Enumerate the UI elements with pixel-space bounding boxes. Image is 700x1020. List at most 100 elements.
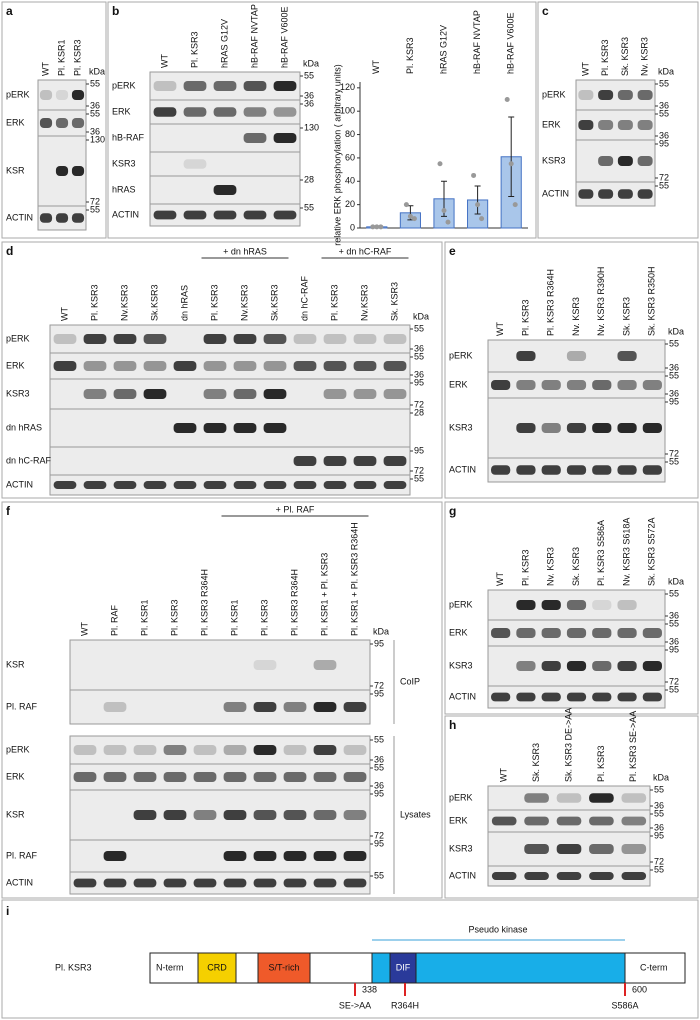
lane-label: WT bbox=[580, 62, 590, 76]
row-label: ACTIN bbox=[449, 464, 476, 474]
band bbox=[491, 692, 511, 702]
row-label: KSR bbox=[6, 165, 25, 175]
lane-label: WT bbox=[499, 768, 509, 782]
lane-label: WT bbox=[159, 54, 169, 68]
band bbox=[621, 793, 647, 803]
band bbox=[516, 661, 536, 671]
group-label: + Pl. RAF bbox=[276, 504, 315, 514]
band bbox=[55, 118, 69, 128]
lane-label: Sk. KSR3 bbox=[531, 743, 541, 782]
band bbox=[273, 81, 297, 91]
band bbox=[541, 661, 561, 671]
band bbox=[273, 133, 297, 143]
marker-label: 95 bbox=[669, 644, 679, 654]
band bbox=[617, 380, 637, 390]
band bbox=[133, 772, 157, 782]
lane-label: Nv.KSR3 bbox=[359, 285, 369, 321]
band bbox=[323, 389, 347, 399]
band bbox=[491, 628, 511, 638]
band bbox=[516, 380, 536, 390]
band bbox=[566, 465, 587, 475]
band bbox=[592, 423, 612, 433]
section-label: Lysates bbox=[400, 809, 431, 819]
band bbox=[223, 772, 247, 782]
data-point bbox=[512, 202, 518, 208]
blot-strip bbox=[49, 446, 411, 476]
band bbox=[113, 334, 137, 344]
band bbox=[642, 692, 662, 702]
marker-label: 55 bbox=[414, 323, 424, 333]
data-point bbox=[378, 224, 384, 230]
lane-label: Sk. KSR3 R350H bbox=[647, 266, 657, 336]
marker-label: 36 bbox=[90, 100, 100, 110]
marker-label: 72 bbox=[669, 676, 679, 686]
band bbox=[283, 745, 307, 755]
position-label: 600 bbox=[632, 984, 647, 994]
lane-label: Sk. KSR3 S572A bbox=[647, 517, 657, 586]
row-label: ERK bbox=[542, 119, 561, 129]
band bbox=[642, 628, 662, 638]
marker-label: 36 bbox=[669, 610, 679, 620]
band bbox=[637, 189, 653, 199]
lane-label: Pl. KSR3 bbox=[329, 284, 339, 321]
lane-label: Pl. KSR1 + Pl. KSR3 R364H bbox=[349, 522, 359, 636]
dif-label: DIF bbox=[396, 962, 411, 972]
band bbox=[263, 361, 287, 371]
lane-label: Pl. KSR3 bbox=[189, 31, 199, 68]
marker-label: 55 bbox=[659, 78, 669, 88]
band bbox=[313, 702, 337, 712]
marker-label: 95 bbox=[414, 445, 424, 455]
band bbox=[642, 661, 662, 671]
marker-label: 55 bbox=[90, 204, 100, 214]
panel-frame bbox=[1, 899, 699, 1019]
band bbox=[133, 878, 157, 888]
band bbox=[193, 810, 217, 820]
band bbox=[293, 334, 317, 344]
lane-label: WT bbox=[79, 622, 89, 636]
band bbox=[273, 210, 297, 220]
band bbox=[343, 810, 367, 820]
band bbox=[343, 851, 367, 861]
band bbox=[233, 423, 257, 433]
band bbox=[598, 90, 614, 100]
mutation-label: S586A bbox=[611, 1000, 638, 1010]
lane-label: Pl. KSR3 S586A bbox=[596, 520, 606, 586]
group-label: + dn hC-RAF bbox=[339, 246, 392, 256]
band bbox=[243, 107, 267, 117]
marker-label: 55 bbox=[374, 870, 384, 880]
panel-label: b bbox=[112, 4, 119, 18]
band bbox=[541, 465, 561, 475]
row-label: pERK bbox=[449, 792, 473, 802]
marker-label: 55 bbox=[654, 784, 664, 794]
y-tick-label: 60 bbox=[345, 152, 355, 162]
marker-label: 55 bbox=[374, 762, 384, 772]
band bbox=[343, 878, 367, 888]
row-label: KSR bbox=[6, 659, 25, 669]
band bbox=[83, 361, 107, 371]
band bbox=[243, 210, 267, 220]
marker-label: 36 bbox=[414, 343, 424, 353]
band bbox=[598, 156, 614, 166]
band bbox=[223, 745, 247, 755]
band bbox=[153, 81, 177, 91]
kda-label: kDa bbox=[303, 58, 319, 68]
lane-label: Pl. KSR3 bbox=[596, 745, 606, 782]
band bbox=[273, 107, 297, 117]
marker-label: 95 bbox=[659, 138, 669, 148]
band bbox=[213, 81, 237, 91]
marker-label: 72 bbox=[659, 172, 669, 182]
marker-label: 55 bbox=[669, 338, 679, 348]
band bbox=[516, 600, 536, 610]
marker-label: 95 bbox=[374, 688, 384, 698]
band bbox=[203, 423, 227, 433]
band bbox=[71, 213, 85, 223]
kda-label: kDa bbox=[89, 66, 105, 76]
panel-label: e bbox=[449, 244, 456, 258]
row-label: KSR3 bbox=[6, 388, 30, 398]
band bbox=[353, 456, 377, 466]
lane-label: Pl. KSR3 bbox=[89, 284, 99, 321]
lane-label: dn hC-RAF bbox=[299, 275, 309, 321]
row-label: ACTIN bbox=[449, 870, 476, 880]
band bbox=[541, 423, 561, 433]
lane-label: Pl. KSR3 bbox=[259, 599, 269, 636]
